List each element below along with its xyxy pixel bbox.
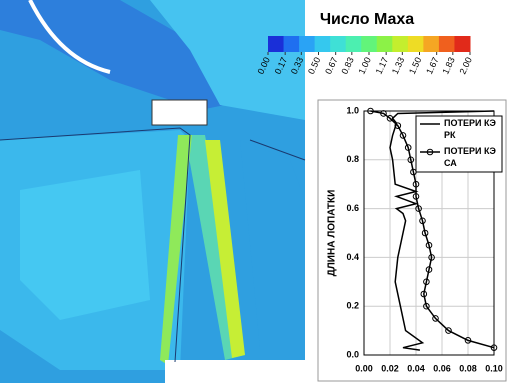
colorbar-swatch <box>330 36 346 52</box>
y-tick-label: 0.0 <box>346 349 359 359</box>
colorbar-tick-label: 0.50 <box>306 56 322 76</box>
colorbar-swatch <box>346 36 362 52</box>
colorbar-swatch <box>299 36 315 52</box>
y-tick-label: 0.2 <box>346 301 359 311</box>
colorbar-swatch <box>361 36 377 52</box>
colorbar-title: Число Маха <box>320 11 414 28</box>
colorbar-tick-label: 1.17 <box>374 56 390 76</box>
x-tick-label: 0.02 <box>381 363 399 373</box>
x-tick-label: 0.00 <box>355 363 373 373</box>
colorbar-swatch <box>268 36 284 52</box>
cfd-contour <box>0 0 305 383</box>
x-tick-label: 0.08 <box>459 363 477 373</box>
colorbar-tick-label: 0.83 <box>339 56 355 76</box>
colorbar-swatch <box>392 36 408 52</box>
page: Число Маха 0.000.170.330.500.670.831.001… <box>0 0 508 383</box>
colorbar-tick-label: 0.67 <box>323 56 339 76</box>
x-tick-label: 0.06 <box>433 363 451 373</box>
x-tick-label: 0.04 <box>407 363 425 373</box>
colorbar-swatch <box>315 36 331 52</box>
colorbar-swatch <box>284 36 300 52</box>
colorbar-swatch <box>439 36 455 52</box>
colorbar-swatch <box>377 36 393 52</box>
region <box>20 170 150 320</box>
y-tick-label: 0.8 <box>346 154 359 164</box>
seal <box>152 100 207 125</box>
colorbar-tick-label: 1.33 <box>390 56 406 76</box>
colorbar-tick-label: 1.00 <box>356 56 372 76</box>
colorbar-tick-label: 1.50 <box>407 56 423 76</box>
legend-box <box>416 116 502 172</box>
colorbar-tick-label: 1.67 <box>424 56 440 76</box>
colorbar-swatch <box>408 36 424 52</box>
colorbar-tick-label: 1.83 <box>440 56 456 76</box>
colorbar-swatch <box>423 36 439 52</box>
y-axis-label: ДЛИНА ЛОПАТКИ <box>327 190 338 277</box>
wall <box>165 360 305 383</box>
colorbar-tick-label: 2.00 <box>457 56 473 76</box>
y-tick-label: 1.0 <box>346 105 359 115</box>
colorbar-swatch <box>454 36 470 52</box>
x-tick-label: 0.10 <box>485 363 503 373</box>
y-tick-label: 0.4 <box>346 252 359 262</box>
y-tick-label: 0.6 <box>346 203 359 213</box>
